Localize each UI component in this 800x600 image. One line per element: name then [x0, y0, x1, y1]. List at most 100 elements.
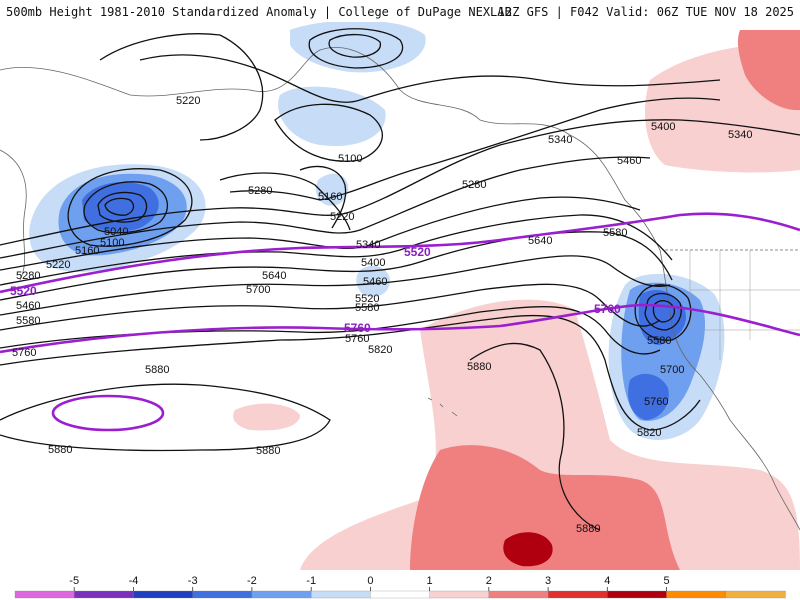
contour-bering-low-2: [83, 181, 169, 234]
highlight-label: 5760: [594, 302, 621, 316]
contour-label: 5460: [363, 276, 387, 288]
legend-color-segment: [547, 590, 608, 599]
contour-label: 5700: [246, 284, 270, 296]
anomaly-shading: [29, 22, 800, 570]
contour-label: 5340: [728, 129, 752, 141]
contour-label: 5220: [46, 259, 70, 271]
contour-label: 5280: [16, 270, 40, 282]
legend-color-segment: [370, 590, 431, 599]
map-title: 500mb Height 1981-2010 Standardized Anom…: [6, 5, 512, 19]
legend-tick-label: -2: [247, 575, 257, 587]
contour-label: 5040: [104, 226, 128, 238]
negative-anomaly-small-central-2: [356, 265, 390, 297]
contour-west-low-2: [644, 292, 682, 331]
map-canvas: 5220 5100 5160 5220 5280 5040 5100 5160 …: [0, 22, 800, 570]
positive-anomaly-core: [503, 532, 553, 567]
contour-low-gulf-2: [328, 33, 381, 58]
contour-label: 5760: [644, 396, 668, 408]
legend-color-segment: [666, 590, 727, 599]
contour-5220-north: [99, 33, 264, 141]
legend-tick-label: 2: [486, 575, 492, 587]
highlight-contour-5760: [0, 303, 800, 354]
legend-colorbar: [14, 590, 786, 599]
legend-tick-label: 1: [427, 575, 433, 587]
contour-label: 5400: [361, 257, 385, 269]
contour-label: 5880: [48, 444, 72, 456]
negative-anomaly-alaska-south: [278, 86, 386, 146]
contour-bering-low-1: [67, 168, 193, 247]
contour-label: 5280: [248, 185, 272, 197]
highlight-contours: [0, 212, 800, 432]
contour-label: 5100: [338, 153, 362, 165]
highlight-contour-5520: [0, 212, 800, 294]
legend-tick-label: 0: [367, 575, 373, 587]
contour-label: 5340: [356, 239, 380, 251]
contour-label: 5460: [16, 300, 40, 312]
contour-label: 5220: [330, 211, 354, 223]
contour-label: 5580: [603, 227, 627, 239]
legend-color-segment: [311, 590, 372, 599]
contour-label: 5580: [355, 302, 379, 314]
negative-anomaly-small-central: [316, 173, 349, 206]
height-contours: [0, 28, 800, 531]
coastline-baja: [729, 419, 800, 531]
contour-label: 5460: [617, 155, 641, 167]
contour-label: 5340: [548, 134, 572, 146]
contour-5280-north: [139, 54, 721, 103]
legend-color-segment: [133, 590, 194, 599]
contour-label: 5640: [262, 270, 286, 282]
highlight-contour-5880-closed: [51, 394, 165, 432]
contour-5400: [0, 156, 651, 259]
legend-tick-label: 3: [545, 575, 551, 587]
hawaii-islands: [427, 397, 458, 417]
highlight-label: 5520: [404, 245, 431, 259]
positive-anomaly-small-west: [233, 403, 300, 431]
contour-label: 5700: [660, 364, 684, 376]
positive-anomaly-mid: [410, 445, 680, 570]
legend-tick-label: -4: [129, 575, 139, 587]
highlight-label: 5520: [10, 284, 37, 298]
contour-west-low-1: [634, 284, 692, 341]
negative-anomaly-west-coast-core-south: [628, 373, 669, 420]
contour-label: 5820: [637, 427, 661, 439]
contour-label: 5760: [12, 347, 36, 359]
contour-label: 5880: [467, 361, 491, 373]
contour-label: 5220: [176, 95, 200, 107]
legend-tick-label: -5: [69, 575, 79, 587]
header-bar: 500mb Height 1981-2010 Standardized Anom…: [0, 0, 800, 23]
coastline-siberia: [0, 149, 27, 281]
contour-label: 5580: [16, 315, 40, 327]
legend-tick-label: 4: [604, 575, 610, 587]
anomaly-legend: -5 -4 -3 -2 -1 0 1 2 3 4 5: [0, 570, 800, 600]
contour-label: 5760: [345, 333, 369, 345]
contour-west-low-3: [652, 300, 676, 323]
contour-5520: [0, 214, 673, 286]
border-us-states: [689, 250, 800, 360]
legend-color-segment: [607, 590, 668, 599]
contour-5700: [0, 283, 661, 331]
legend-tick-labels: -5 -4 -3 -2 -1 0 1 2 3 4 5: [69, 575, 670, 591]
legend-color-segment: [251, 590, 312, 599]
contour-label: 5280: [462, 179, 486, 191]
legend-tick-label: 5: [663, 575, 669, 587]
negative-anomaly-west-coast-core: [638, 290, 686, 345]
contour-label: 5880: [576, 523, 600, 535]
legend-tick-label: -1: [306, 575, 316, 587]
legend-color-segment: [488, 590, 549, 599]
model-run-info: 12Z GFS | F042 Valid: 06Z TUE NOV 18 202…: [497, 5, 794, 19]
legend-color-segment: [14, 590, 75, 599]
legend-color-segment: [74, 590, 135, 599]
contour-label: 5640: [528, 235, 552, 247]
negative-anomaly-gulf-of-alaska: [290, 22, 426, 73]
legend-color-segment: [429, 590, 490, 599]
positive-anomaly-northeast-corner: [737, 30, 800, 111]
contour-bering-low-4: [104, 197, 135, 216]
contour-label: 5160: [318, 191, 342, 203]
highlight-label: 5760: [344, 321, 371, 335]
contour-label: 5520: [355, 293, 379, 305]
contour-label: 5880: [145, 364, 169, 376]
contour-label: 5880: [256, 445, 280, 457]
contour-bering-low-3: [97, 191, 148, 223]
contour-5880-subtropical: [0, 383, 331, 452]
